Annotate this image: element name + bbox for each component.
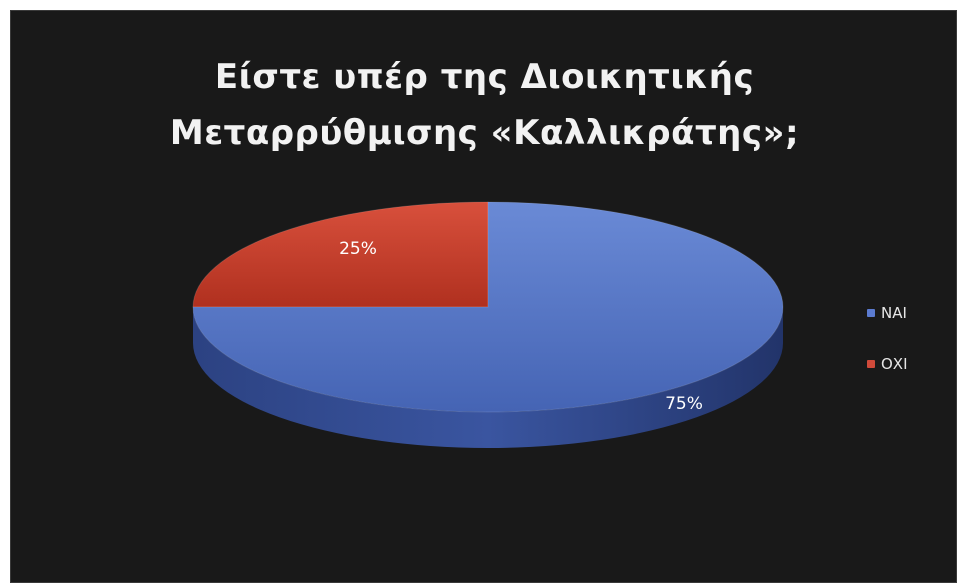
pie-side-band xyxy=(193,307,783,448)
chart-title-line-1: Είστε υπέρ της Διοικητικής xyxy=(214,57,755,97)
pie-chart: 75% 25% xyxy=(192,201,784,448)
legend-swatch-nai xyxy=(867,309,875,317)
pie-slice-oxi xyxy=(192,201,489,308)
legend-item-nai: ΝΑΙ xyxy=(867,304,907,322)
legend-item-oxi: ΟΧΙ xyxy=(867,355,908,373)
chart-area: Είστε υπέρ της Διοικητικής Μεταρρύθμισης… xyxy=(10,10,957,583)
chart-title: Είστε υπέρ της Διοικητικής Μεταρρύθμισης… xyxy=(11,49,958,161)
legend-label-nai: ΝΑΙ xyxy=(881,304,907,322)
data-label-oxi: 25% xyxy=(339,239,377,259)
pie-slice-nai xyxy=(192,201,784,413)
chart-title-line-2: Μεταρρύθμισης «Καλλικράτης»; xyxy=(169,113,800,153)
legend-swatch-oxi xyxy=(867,360,875,368)
legend-label-oxi: ΟΧΙ xyxy=(881,355,908,373)
data-label-nai: 75% xyxy=(665,394,703,414)
